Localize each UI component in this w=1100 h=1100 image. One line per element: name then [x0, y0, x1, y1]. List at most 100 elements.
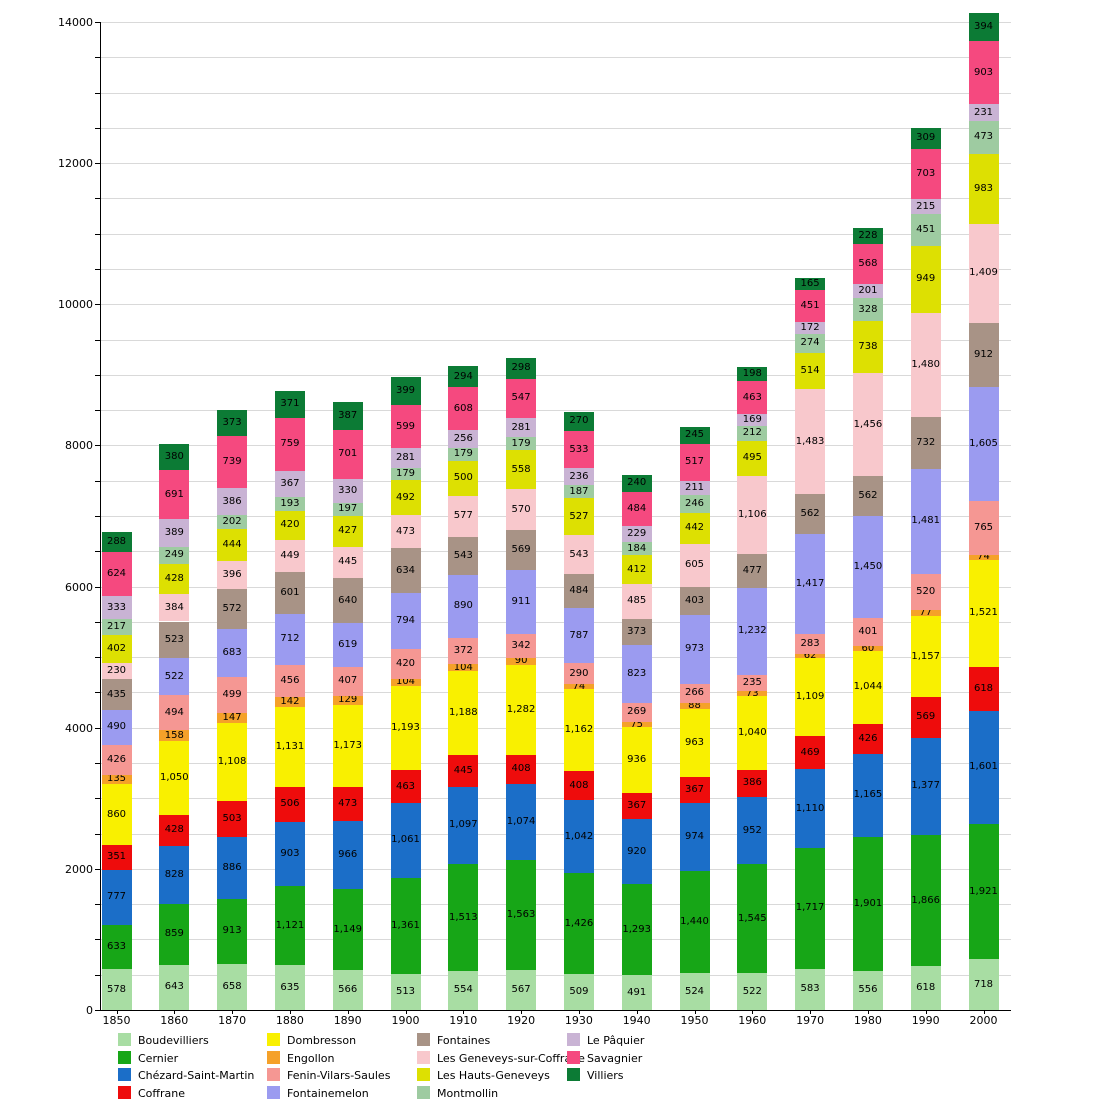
segment-value-label: 1,232 [737, 625, 767, 637]
y-axis-tick [95, 339, 100, 341]
y-gridline [100, 833, 1011, 835]
legend-swatch-villiers [567, 1068, 580, 1081]
segment-value-label: 187 [569, 485, 589, 497]
bar-segment-le-paquier-1860: 389 [159, 519, 190, 547]
bar-segment-cernier-1860: 859 [159, 904, 190, 965]
y-gridline [100, 657, 1011, 659]
bar-segment-coffrane-1860: 428 [159, 815, 190, 846]
y-gridline [100, 233, 1011, 235]
segment-value-label: 428 [164, 824, 184, 836]
segment-value-label: 1,110 [795, 802, 825, 814]
bar-segment-chezard-saint-martin-1970: 1,110 [795, 769, 826, 848]
bar-segment-montmollin-1890: 197 [332, 502, 363, 517]
bar-segment-boudevilliers-1950: 524 [679, 973, 710, 1010]
legend-swatch-fontainemelon [267, 1085, 280, 1099]
legend-item-fenin-vilars-saules: Fenin-Vilars-Saules [267, 1068, 412, 1082]
segment-value-label: 520 [916, 585, 936, 597]
segment-value-label: 1,157 [911, 650, 940, 662]
segment-value-label: 1,480 [911, 359, 940, 371]
segment-value-label: 569 [916, 711, 936, 723]
bar-segment-coffrane-1990: 569 [910, 697, 941, 738]
bar-segment-engollon-1880: 142 [274, 695, 305, 707]
bar-segment-boudevilliers-1970: 583 [795, 968, 826, 1010]
segment-value-label: 169 [742, 414, 762, 426]
bar-segment-cernier-1970: 1,717 [795, 847, 826, 969]
segment-value-label: 456 [280, 674, 300, 686]
segment-value-label: 294 [453, 370, 473, 382]
bar-segment-chezard-saint-martin-1930: 1,042 [563, 799, 594, 874]
segment-value-label: 197 [338, 503, 358, 515]
segment-value-label: 578 [106, 983, 127, 995]
bar-segment-cernier-1890: 1,149 [332, 888, 363, 971]
y-axis-tick-label: 0 [86, 1004, 93, 1017]
bar-segment-savagnier-1890: 701 [332, 429, 363, 480]
bar-segment-boudevilliers-1890: 566 [332, 970, 363, 1010]
segment-value-label: 1,108 [217, 756, 247, 767]
segment-value-label: 403 [684, 594, 705, 606]
x-axis-tick [174, 1010, 176, 1014]
segment-value-label: 104 [395, 676, 416, 688]
bar-segment-les-geneveys-sur-coffrane-1950: 605 [679, 544, 710, 587]
segment-value-label: 562 [858, 489, 878, 501]
bar-segment-fontainemelon-1930: 787 [563, 607, 594, 664]
bar-segment-coffrane-1900: 463 [390, 770, 421, 803]
bar-segment-cernier-1850: 633 [101, 924, 132, 970]
bar-segment-villiers-1970: 165 [795, 278, 826, 290]
segment-value-label: 371 [280, 398, 300, 410]
bar-segment-cernier-1990: 1,866 [910, 834, 941, 967]
bar-segment-boudevilliers-1960: 522 [737, 973, 768, 1010]
bar-segment-savagnier-1930: 533 [563, 430, 594, 469]
legend-item-fontainemelon: Fontainemelon [267, 1085, 412, 1100]
x-axis-year-label: 1920 [507, 1014, 536, 1027]
bar-segment-chezard-saint-martin-1880: 903 [274, 822, 305, 887]
segment-value-label: 473 [395, 525, 416, 537]
bar-segment-chezard-saint-martin-1870: 886 [217, 836, 248, 900]
bar-segment-fenin-vilars-saules-1910: 372 [448, 637, 479, 665]
bar-segment-fontaines-1910: 543 [448, 536, 479, 576]
y-gridline [100, 269, 1011, 270]
bar-segment-engollon-1970: 62 [795, 650, 826, 660]
bar-segment-le-paquier-2000: 231 [968, 104, 999, 121]
segment-value-label: 787 [569, 629, 589, 641]
bar-segment-les-hauts-geneveys-1880: 420 [274, 510, 305, 541]
y-axis-tick [95, 374, 100, 376]
bar-segment-fenin-vilars-saules-1980: 401 [852, 618, 883, 647]
segment-value-label: 949 [916, 273, 936, 285]
bar-segment-fontaines-2000: 912 [968, 322, 999, 388]
segment-value-label: 983 [973, 182, 994, 194]
bar-segment-le-paquier-1930: 236 [563, 468, 594, 485]
segment-value-label: 903 [280, 848, 300, 860]
segment-value-label: 860 [106, 808, 127, 820]
segment-value-label: 1,109 [795, 691, 825, 703]
segment-value-label: 920 [627, 845, 647, 857]
segment-value-label: 618 [916, 982, 936, 994]
segment-value-label: 691 [164, 488, 184, 500]
segment-value-label: 380 [164, 450, 184, 462]
y-gridline [100, 692, 1011, 694]
x-axis-tick [232, 1010, 234, 1014]
segment-value-label: 859 [164, 928, 184, 940]
segment-value-label: 701 [338, 448, 358, 460]
bar-segment-coffrane-1960: 386 [737, 769, 768, 797]
segment-value-label: 1,521 [969, 607, 998, 619]
legend-label-villiers: Villiers [587, 1069, 624, 1082]
y-axis-tick-label: 4000 [65, 721, 93, 735]
legend-label-savagnier: Savagnier [587, 1051, 643, 1065]
bar-segment-cernier-2000: 1,921 [968, 823, 999, 960]
y-axis-tick [95, 516, 100, 517]
segment-value-label: 228 [858, 229, 878, 241]
segment-value-label: 217 [106, 621, 127, 633]
segment-value-label: 367 [280, 478, 300, 490]
bar-segment-les-geneveys-sur-coffrane-1990: 1,480 [910, 312, 941, 418]
legend-label-montmollin: Montmollin [437, 1086, 499, 1100]
bar-segment-fontainemelon-1920: 911 [506, 569, 537, 635]
segment-value-label: 442 [684, 522, 705, 534]
bar-segment-villiers-1990: 309 [910, 127, 941, 150]
y-axis-tick-label: 12000 [58, 157, 93, 171]
x-axis-year-label: 1860 [160, 1014, 189, 1027]
segment-value-label: 142 [280, 695, 300, 707]
y-axis-tick [95, 657, 100, 659]
segment-value-label: 1,440 [680, 916, 709, 928]
segment-value-label: 351 [106, 851, 127, 863]
bar-segment-engollon-1990: 77 [910, 608, 941, 618]
